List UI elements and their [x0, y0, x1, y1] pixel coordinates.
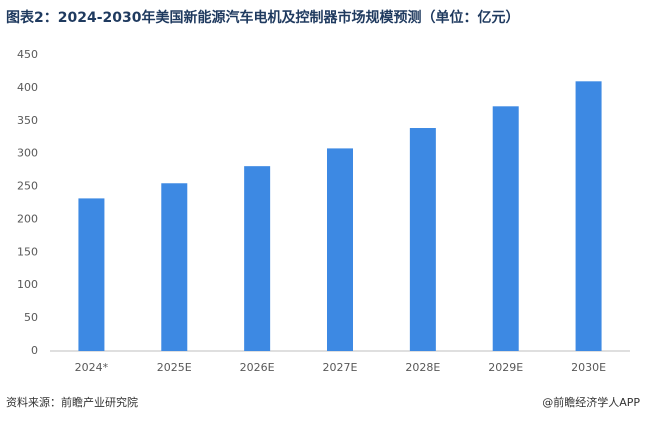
y-tick-label: 150 [17, 245, 38, 258]
x-tick-label: 2030E [571, 361, 606, 374]
y-tick-label: 50 [24, 311, 38, 324]
bar [492, 106, 519, 351]
bar [78, 198, 105, 351]
y-tick-label: 350 [17, 114, 38, 127]
chart-title: 图表2：2024-2030年美国新能源汽车电机及控制器市场规模预测（单位：亿元） [6, 9, 519, 26]
source: 资料来源：前瞻产业研究院 [6, 395, 138, 409]
y-tick-label: 300 [17, 147, 38, 160]
y-tick-label: 250 [17, 180, 38, 193]
y-tick-label: 450 [17, 48, 38, 61]
y-tick-label: 400 [17, 81, 38, 94]
bar [575, 81, 602, 352]
bar [244, 166, 271, 351]
x-tick-label: 2025E [157, 361, 192, 374]
x-tick-label: 2029E [488, 361, 523, 374]
credit: @前瞻经济学人APP [542, 395, 640, 409]
y-tick-label: 100 [17, 278, 38, 291]
y-tick-label: 200 [17, 212, 38, 225]
x-tick-label: 2026E [240, 361, 275, 374]
bar [327, 148, 353, 351]
x-tick-label: 2024* [75, 361, 109, 374]
x-tick-label: 2027E [323, 361, 358, 374]
x-tick-label: 2028E [405, 361, 440, 374]
bar [409, 128, 436, 351]
bar [161, 183, 188, 351]
y-tick-label: 0 [31, 344, 38, 357]
